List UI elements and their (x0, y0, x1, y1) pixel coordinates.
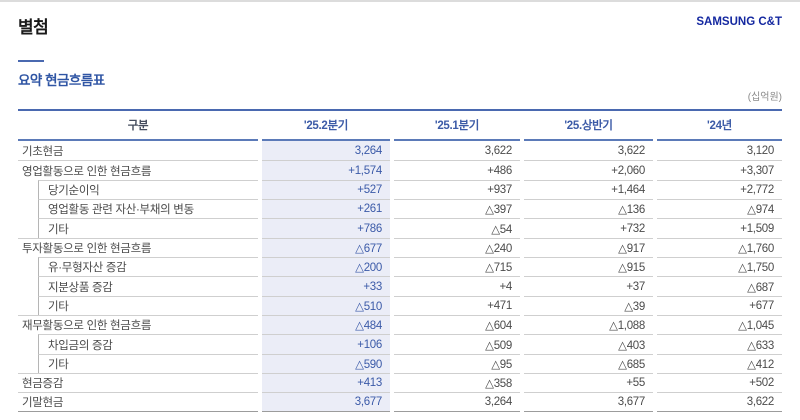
cell-value: △1,088 (524, 315, 653, 334)
cell-value: 3,120 (746, 144, 775, 157)
column-header: '24년 (657, 111, 782, 141)
cell-value: 3,677 (524, 392, 653, 412)
cell-value: +3,307 (657, 160, 782, 179)
page-header: 별첨 SAMSUNG C&T (0, 2, 800, 38)
cell-value: △39 (524, 295, 653, 315)
table-row-label-cell: 차입금의 증감 (18, 334, 258, 354)
cell-value: △509 (394, 334, 520, 353)
cell-value: △974 (657, 199, 782, 218)
cell-value: △687 (657, 276, 782, 295)
cell-value: 3,622 (657, 392, 782, 412)
table-row-label-cell: 기초현금 (18, 141, 258, 160)
cell-value: +4 (394, 276, 520, 295)
appendix-title: 별첨 (18, 18, 49, 37)
cell-value: △1,760 (657, 237, 782, 257)
cell-value: +677 (657, 295, 782, 315)
cell-value: +1,464 (524, 179, 653, 199)
cell-value: △397 (394, 199, 520, 218)
row-label: 지분상품 증감 (38, 276, 258, 296)
cell-value: +1,509 (657, 218, 782, 237)
table-row-label-cell: 기타 (18, 353, 258, 374)
cell-value: △54 (394, 218, 520, 237)
row-label: 영업활동 관련 자산·부채의 변동 (38, 199, 258, 219)
cell-value: △136 (524, 199, 653, 218)
cell-value-highlight: +1,574 (262, 160, 390, 180)
cell-value: △604 (394, 315, 520, 334)
row-label: 차입금의 증감 (38, 334, 258, 354)
cell-value: 3,622 (484, 144, 513, 157)
column-header: '25.1분기 (394, 111, 520, 141)
cell-value: △917 (524, 237, 653, 257)
cell-value: △685 (524, 353, 653, 373)
table-row-label-cell: 현금증감 (18, 373, 258, 392)
table-row-label-cell: 재무활동으로 인한 현금흐름 (18, 315, 258, 334)
table-row-label-cell: 당기순이익 (18, 179, 258, 200)
cell-value: △240 (394, 237, 520, 257)
cell-value-highlight: △590 (262, 353, 390, 374)
row-label: 현금증감 (22, 378, 64, 391)
cell-value: 3,622 (617, 144, 646, 157)
cell-value-highlight: +33 (262, 276, 390, 296)
row-label: 기타 (38, 353, 258, 374)
cell-value: △412 (657, 353, 782, 373)
row-label: 재무활동으로 인한 현금흐름 (22, 320, 152, 333)
column-header: '25.상반기 (524, 111, 653, 141)
row-label: 기말현금 (22, 397, 64, 410)
cell-value: 3,264 (394, 392, 520, 412)
row-label: 기초현금 (22, 145, 64, 158)
cell-value-highlight: +413 (262, 373, 390, 393)
cell-value: △95 (394, 353, 520, 373)
cell-value-highlight: +106 (262, 334, 390, 354)
table-row-label-cell: 기타 (18, 295, 258, 316)
cell-value-highlight: 3,264 (262, 141, 390, 161)
cell-value: +2,772 (657, 179, 782, 199)
brand-logo: SAMSUNG C&T (696, 16, 782, 28)
cell-value: +2,060 (524, 160, 653, 179)
cell-value-highlight: △484 (262, 315, 390, 335)
cell-value: △1,045 (657, 315, 782, 334)
cell-value: +937 (394, 179, 520, 199)
cell-value: △403 (524, 334, 653, 353)
accent-dash (18, 60, 44, 62)
cell-value: +471 (394, 295, 520, 315)
cell-value-highlight: 3,677 (262, 392, 390, 412)
cell-value: +55 (524, 373, 653, 392)
table-row-label-cell: 유·무형자산 증감 (18, 257, 258, 277)
cell-value: △633 (657, 334, 782, 353)
column-header: '25.2분기 (262, 111, 390, 141)
cell-value: △715 (394, 257, 520, 276)
cell-value: +732 (524, 218, 653, 237)
unit-note: (십억원) (747, 92, 782, 103)
cell-value-highlight: +261 (262, 199, 390, 219)
cell-value-highlight: △510 (262, 295, 390, 316)
table-row-label-cell: 지분상품 증감 (18, 276, 258, 296)
cell-value-highlight: △200 (262, 257, 390, 277)
section-title: 요약 현금흐름표 (18, 73, 105, 88)
cell-value-highlight: △677 (262, 237, 390, 258)
row-label: 기타 (38, 295, 258, 316)
cell-value: +37 (524, 276, 653, 295)
cell-value: △915 (524, 257, 653, 276)
cell-value: △1,750 (657, 257, 782, 276)
cell-value: △358 (394, 373, 520, 392)
table-row-label-cell: 영업활동으로 인한 현금흐름 (18, 160, 258, 179)
row-label: 당기순이익 (38, 179, 258, 200)
table-row-label-cell: 기타 (18, 218, 258, 238)
row-label: 영업활동으로 인한 현금흐름 (22, 165, 152, 178)
column-header-label: 구분 (18, 111, 258, 141)
cell-value-highlight: +527 (262, 179, 390, 200)
table-row-label-cell: 기말현금 (18, 392, 258, 412)
cell-value: +502 (657, 373, 782, 392)
table-row-label-cell: 영업활동 관련 자산·부채의 변동 (18, 199, 258, 219)
row-label: 유·무형자산 증감 (38, 257, 258, 277)
cell-value: +486 (394, 160, 520, 179)
row-label: 투자활동으로 인한 현금흐름 (22, 242, 152, 255)
table-row-label-cell: 투자활동으로 인한 현금흐름 (18, 237, 258, 257)
row-label: 기타 (38, 218, 258, 238)
section-head: 요약 현금흐름표 (십억원) (0, 60, 800, 103)
cell-value-highlight: +786 (262, 218, 390, 238)
